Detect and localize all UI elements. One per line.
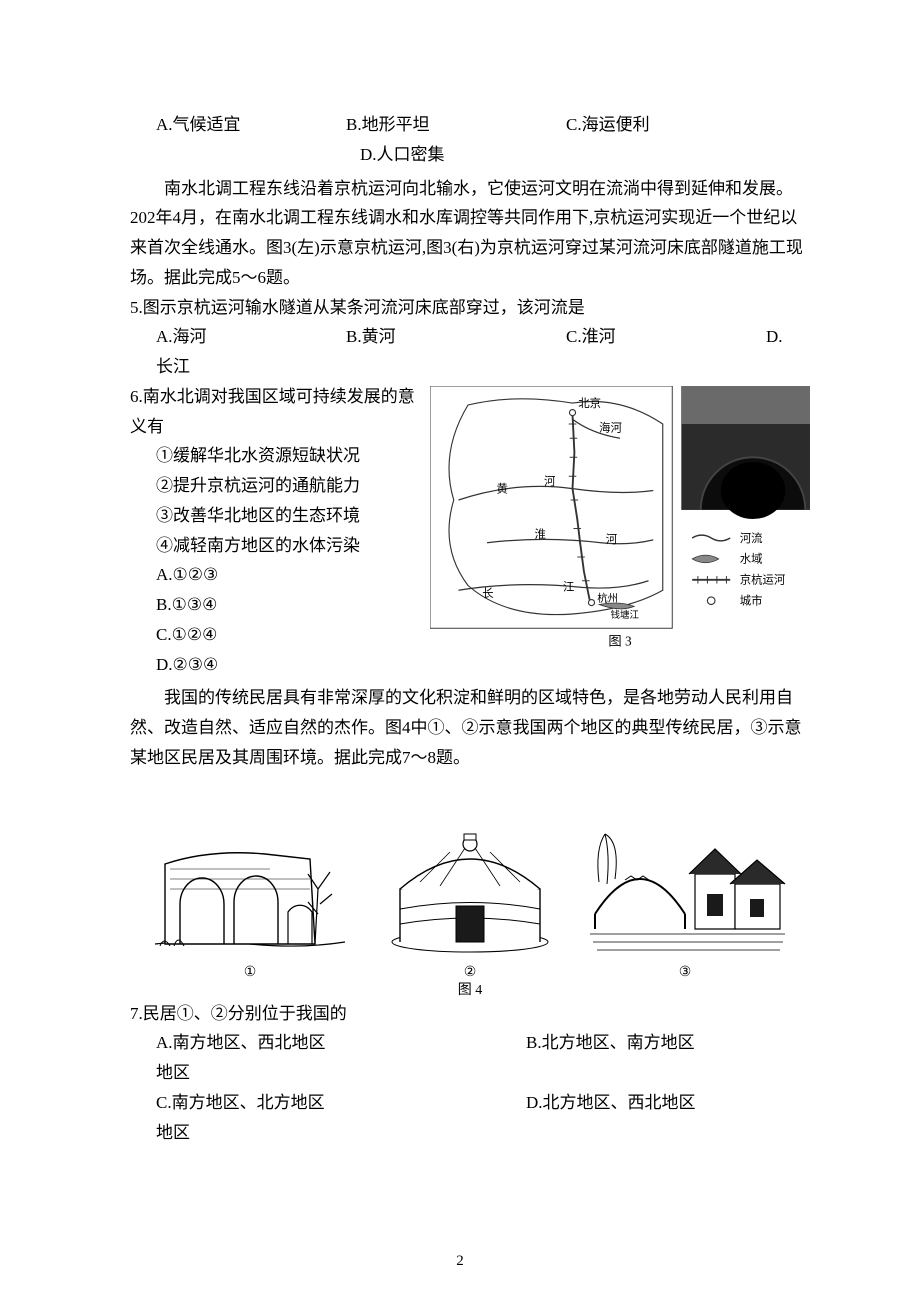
map-label-qiantang: 钱塘江 <box>611 609 640 621</box>
q6-item-1: ①缓解华北水资源短缺状况 <box>130 441 420 471</box>
fig4-label-2: ② <box>464 965 477 980</box>
figure-4: ① <box>130 789 810 999</box>
q6-left: 6.南水北调对我国区域可持续发展的意义有 ①缓解华北水资源短缺状况 ②提升京杭运… <box>130 382 420 680</box>
q6-option-c: C.①②④ <box>130 620 420 650</box>
legend-city: 城市 <box>740 593 763 607</box>
q6-item-3: ③改善华北地区的生态环境 <box>130 501 420 531</box>
q7-options: A.南方地区、西北地区 B.北方地区、南方地区 地区 C.南方地区、北方地区 D… <box>130 1028 810 1147</box>
q4-options-row2: D.人口密集 <box>130 140 810 170</box>
q5-option-b: B.黄河 <box>346 322 566 352</box>
q5-options-row: A.海河 B.黄河 C.淮河 D. <box>130 322 810 352</box>
q6-item-4: ④减轻南方地区的水体污染 <box>130 531 420 561</box>
q6-stem: 6.南水北调对我国区域可持续发展的意义有 <box>130 382 420 442</box>
map-label-beijing: 北京 <box>578 396 601 410</box>
q5-option-d-head: D. <box>766 322 783 352</box>
q6-item-2: ②提升京杭运河的通航能力 <box>130 471 420 501</box>
map-label-huanghe: 黄 <box>497 481 508 495</box>
q7-option-d-tail: 地区 <box>156 1118 526 1148</box>
q5-option-c: C.淮河 <box>566 322 766 352</box>
page-number: 2 <box>0 1248 920 1274</box>
legend-water: 水域 <box>740 552 763 565</box>
map-label-huanghe2: 河 <box>544 475 555 488</box>
fig4-label-1: ① <box>244 965 257 980</box>
figure-3-svg: 北京 海河 黄 河 淮 河 长 江 杭州 钱塘江 河流 <box>430 386 810 652</box>
map-label-huaihe: 淮 <box>535 528 546 541</box>
q7-option-b-tail: 地区 <box>156 1058 526 1088</box>
exam-page: A.气候适宜 B.地形平坦 C.海运便利 D.人口密集 南水北调工程东线沿着京杭… <box>0 0 920 1302</box>
map-label-huaihe2: 河 <box>606 533 617 546</box>
q4-option-b: B.地形平坦 <box>346 110 566 140</box>
figure-4-svg: ① <box>140 789 800 999</box>
q6-row: 6.南水北调对我国区域可持续发展的意义有 ①缓解华北水资源短缺状况 ②提升京杭运… <box>130 382 810 680</box>
q7-option-b: B.北方地区、南方地区 <box>526 1028 810 1058</box>
q7-option-a: A.南方地区、西北地区 <box>156 1028 526 1058</box>
q7-option-d: D.北方地区、西北地区 <box>526 1088 810 1118</box>
q7-stem: 7.民居①、②分别位于我国的 <box>130 999 810 1029</box>
legend-canal: 京杭运河 <box>740 572 786 586</box>
q5-stem: 5.图示京杭运河输水隧道从某条河流河床底部穿过，该河流是 <box>130 293 810 323</box>
map-label-changjiang2: 江 <box>563 580 574 593</box>
map-label-haihe: 海河 <box>599 420 622 434</box>
q4-option-c: C.海运便利 <box>566 110 766 140</box>
q6-option-b: B.①③④ <box>130 590 420 620</box>
q6-option-a: A.①②③ <box>130 560 420 590</box>
q7-option-c: C.南方地区、北方地区 <box>156 1088 526 1118</box>
q4-option-d: D.人口密集 <box>360 145 445 164</box>
passage-q7-q8: 我国的传统民居具有非常深厚的文化积淀和鲜明的区域特色，是各地劳动人民利用自然、改… <box>130 683 810 772</box>
fig4-label-3: ③ <box>679 965 692 980</box>
figure3-caption: 图 3 <box>608 633 632 648</box>
q5-option-a: A.海河 <box>156 322 346 352</box>
q6-option-d: D.②③④ <box>130 650 420 680</box>
passage-q5-q6: 南水北调工程东线沿着京杭运河向北输水，它使运河文明在流淌中得到延伸和发展。202… <box>130 174 810 293</box>
q5-option-d-tail: 长江 <box>130 352 810 382</box>
map-label-hangzhou: 杭州 <box>597 591 618 604</box>
q4-options-row1: A.气候适宜 B.地形平坦 C.海运便利 <box>130 110 810 140</box>
legend-river: 河流 <box>740 531 763 545</box>
figure4-caption: 图 4 <box>458 983 483 998</box>
figure-3: 北京 海河 黄 河 淮 河 长 江 杭州 钱塘江 河流 <box>430 386 810 662</box>
q4-option-a: A.气候适宜 <box>156 110 346 140</box>
map-label-changjiang: 长 <box>482 587 494 600</box>
